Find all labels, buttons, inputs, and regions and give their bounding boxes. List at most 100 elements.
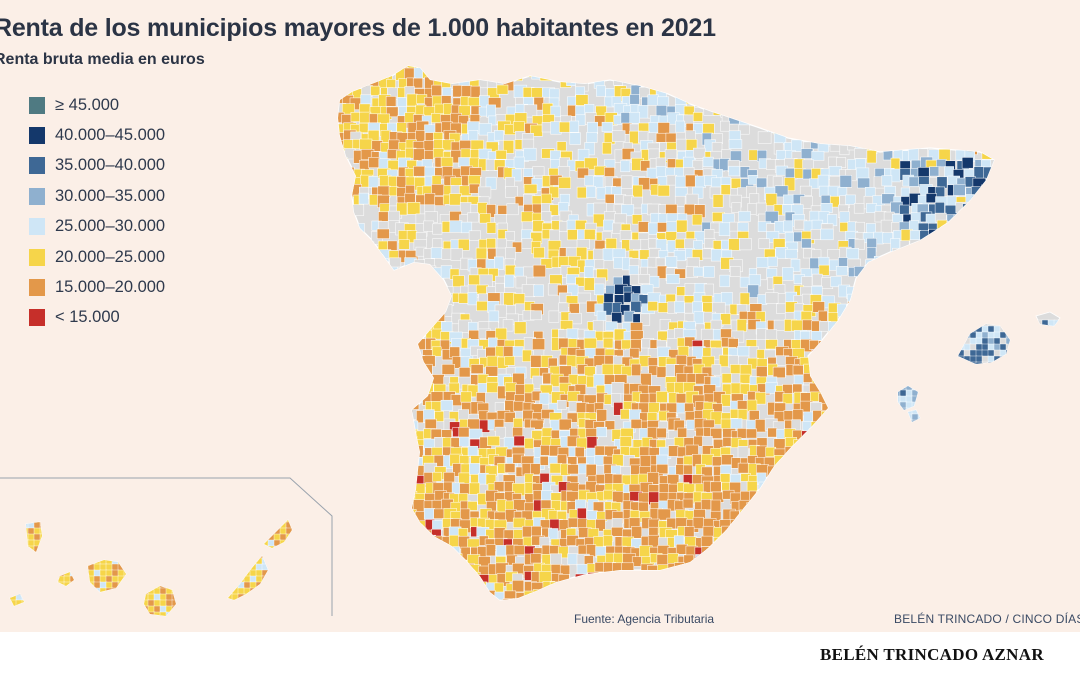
- municipality-patch: [875, 66, 888, 73]
- municipality-patch: [414, 581, 428, 592]
- municipality-patch: [758, 481, 772, 492]
- municipality-patch: [386, 535, 400, 546]
- municipality-patch: [792, 66, 803, 73]
- municipality-patch: [927, 553, 938, 566]
- municipality-patch: [551, 600, 562, 612]
- municipality-patch: [658, 580, 669, 594]
- municipality-patch: [700, 535, 714, 547]
- municipality-patch: [148, 618, 155, 625]
- municipality-patch: [990, 535, 994, 546]
- municipality-patch: [27, 593, 36, 602]
- municipality-patch: [893, 131, 906, 143]
- municipality-patch: [836, 499, 848, 510]
- municipality-patch: [965, 411, 977, 425]
- municipality-patch: [865, 70, 876, 81]
- municipality-patch: [353, 590, 366, 600]
- municipality-patch: [1041, 379, 1050, 388]
- municipality-patch: [147, 569, 156, 578]
- municipality-patch: [845, 463, 859, 473]
- municipality-patch: [774, 391, 785, 403]
- municipality-patch: [177, 521, 186, 530]
- municipality-patch: [991, 241, 994, 252]
- municipality-patch: [929, 427, 941, 439]
- municipality-patch: [987, 373, 996, 382]
- municipality-patch: [728, 165, 740, 177]
- municipality-patch: [403, 337, 417, 350]
- municipality-patch: [261, 599, 270, 608]
- municipality-patch: [207, 593, 216, 602]
- municipality-patch: [969, 385, 978, 394]
- municipality-patch: [291, 587, 300, 596]
- municipality-patch: [937, 257, 951, 270]
- municipality-patch: [745, 428, 757, 439]
- municipality-patch: [605, 66, 619, 75]
- municipality-patch: [183, 611, 192, 616]
- municipality-patch: [945, 546, 957, 557]
- municipality-patch: [772, 589, 785, 600]
- municipality-patch: [388, 527, 402, 541]
- municipality-patch: [153, 533, 162, 542]
- municipality-patch: [910, 500, 923, 513]
- municipality-patch: [129, 527, 138, 536]
- municipality-patch: [452, 85, 463, 98]
- municipality-patch: [727, 86, 741, 98]
- municipality-patch: [280, 618, 287, 625]
- municipality-patch: [838, 102, 853, 114]
- municipality-patch: [755, 112, 769, 125]
- municipality-patch: [892, 510, 905, 524]
- municipality-patch: [273, 551, 282, 560]
- municipality-patch: [827, 591, 841, 600]
- municipality-patch: [953, 562, 966, 575]
- municipality-patch: [380, 411, 392, 424]
- municipality-patch: [981, 373, 990, 382]
- municipality-patch: [135, 587, 144, 596]
- municipality-patch: [243, 527, 252, 536]
- municipality-patch: [890, 375, 902, 389]
- municipality-patch: [987, 397, 996, 406]
- municipality-patch: [513, 293, 526, 305]
- municipality-patch: [81, 581, 90, 590]
- municipality-patch: [362, 482, 373, 494]
- municipality-patch: [954, 222, 965, 235]
- municipality-patch: [863, 400, 877, 414]
- municipality-patch: [928, 393, 939, 405]
- municipality-patch: [874, 365, 888, 378]
- municipality-patch: [231, 563, 240, 572]
- municipality-patch: [819, 465, 833, 478]
- municipality-patch: [1035, 415, 1044, 424]
- municipality-patch: [201, 581, 210, 590]
- municipality-patch: [505, 391, 516, 402]
- municipality-patch: [969, 319, 978, 328]
- municipality-patch: [650, 571, 662, 582]
- municipality-patch: [69, 545, 78, 554]
- municipality-patch: [638, 501, 649, 512]
- municipality-patch: [291, 605, 300, 614]
- municipality-patch: [494, 130, 504, 141]
- municipality-patch: [918, 499, 931, 512]
- municipality-patch: [872, 402, 884, 414]
- municipality-patch: [675, 138, 687, 151]
- municipality-patch: [404, 112, 415, 124]
- municipality-patch: [414, 66, 428, 69]
- municipality-patch: [577, 292, 591, 304]
- municipality-patch: [1047, 325, 1056, 334]
- municipality-patch: [890, 345, 902, 357]
- municipality-patch: [549, 150, 561, 161]
- municipality-patch: [1017, 349, 1026, 358]
- municipality-patch: [1047, 349, 1056, 358]
- municipality-patch: [729, 103, 743, 116]
- municipality-patch: [153, 557, 162, 566]
- municipality-patch: [503, 140, 515, 154]
- municipality-patch: [957, 367, 966, 376]
- municipality-patch: [396, 563, 410, 578]
- municipality-patch: [655, 105, 668, 117]
- municipality-patch: [39, 605, 48, 614]
- municipality-patch: [963, 601, 974, 611]
- municipality-patch: [773, 319, 786, 331]
- municipality-patch: [515, 66, 526, 71]
- municipality-patch: [1011, 415, 1020, 424]
- municipality-patch: [919, 291, 934, 304]
- municipality-patch: [987, 385, 996, 394]
- municipality-patch: [954, 267, 967, 280]
- municipality-patch: [1041, 421, 1050, 430]
